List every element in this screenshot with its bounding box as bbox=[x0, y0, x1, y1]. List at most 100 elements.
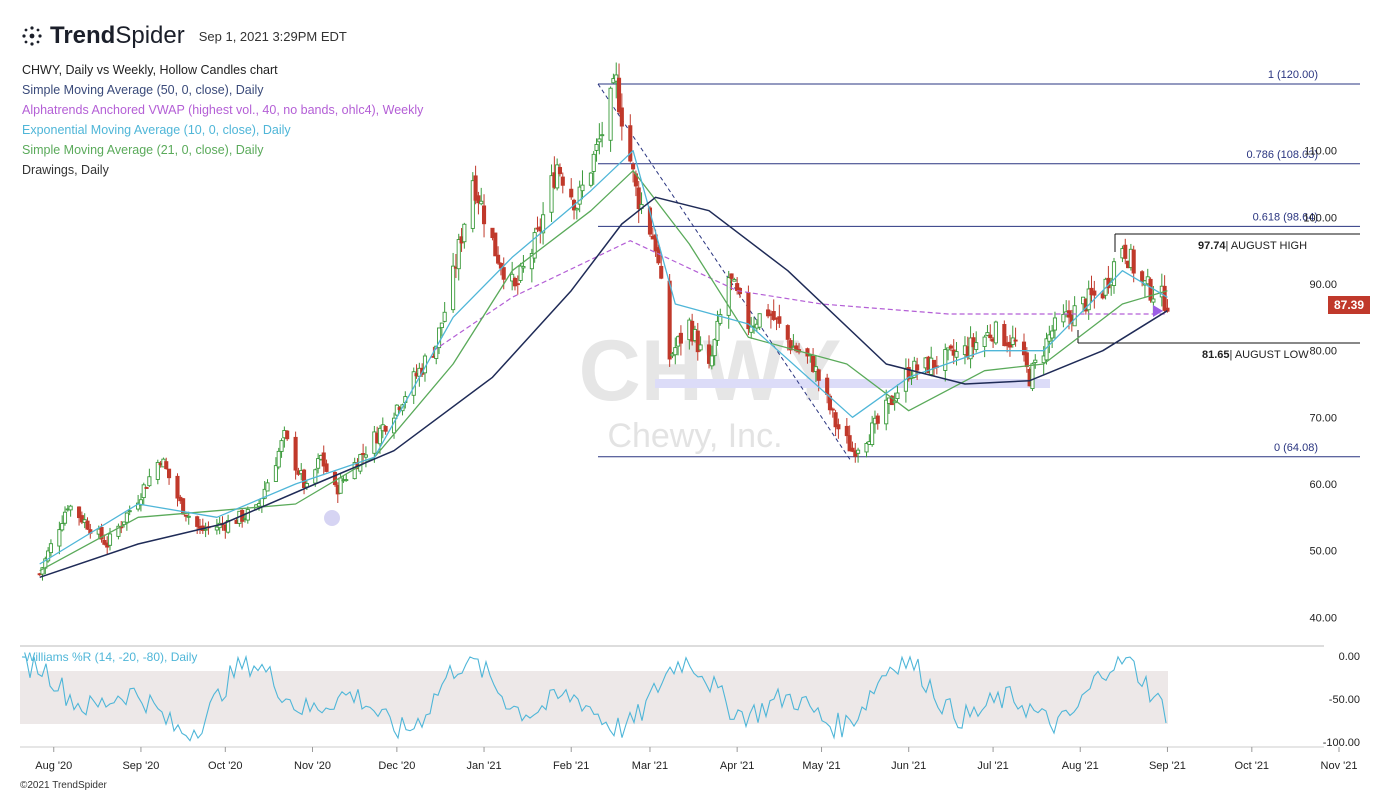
candle-up bbox=[344, 479, 349, 482]
candle-up bbox=[712, 339, 717, 357]
candle-down bbox=[729, 273, 734, 279]
candle-up bbox=[394, 404, 399, 416]
candle-up bbox=[273, 465, 278, 482]
trendspider-logo-icon bbox=[22, 26, 42, 46]
candle-up bbox=[1061, 313, 1066, 323]
candle-up bbox=[1052, 317, 1058, 331]
candle-up bbox=[1033, 359, 1038, 364]
candle-up bbox=[673, 347, 678, 356]
legend-vwap[interactable]: Alphatrends Anchored VWAP (highest vol.,… bbox=[22, 103, 424, 117]
price-tick-label: 110.00 bbox=[1304, 146, 1337, 158]
fibonacci-levels bbox=[598, 83, 1360, 458]
candle-down bbox=[844, 425, 849, 437]
indicator-lines bbox=[39, 150, 1168, 579]
price-tick-label: 60.00 bbox=[1309, 479, 1337, 491]
candle-down bbox=[501, 267, 506, 280]
candle-down bbox=[481, 205, 487, 225]
candle-up bbox=[594, 144, 599, 151]
august-low-text: | AUGUST LOW bbox=[1230, 349, 1310, 361]
price-tick-label: 90.00 bbox=[1309, 279, 1337, 291]
candle-up bbox=[155, 461, 160, 480]
candle-down bbox=[512, 277, 518, 287]
chart-legend: CHWY, Daily vs Weekly, Hollow Candles ch… bbox=[22, 60, 423, 180]
candle-up bbox=[1030, 363, 1035, 390]
candle-down bbox=[619, 107, 624, 127]
candle-down bbox=[915, 364, 920, 371]
candle-down bbox=[659, 265, 664, 279]
price-tick-label: 100.00 bbox=[1303, 212, 1337, 224]
candle-up bbox=[698, 344, 703, 351]
wpr-tick-label: 0.00 bbox=[1339, 651, 1360, 663]
candle-up bbox=[1086, 288, 1091, 311]
candle-down bbox=[830, 408, 835, 411]
candle-down bbox=[647, 207, 653, 235]
time-tick-label: Nov '21 bbox=[1321, 760, 1358, 772]
candle-up bbox=[68, 505, 73, 511]
candle-up bbox=[147, 476, 152, 487]
fib-level-label: 0.786 (108.03) bbox=[1246, 149, 1318, 161]
candle-up bbox=[709, 355, 714, 367]
candle-up bbox=[895, 392, 900, 400]
candle-down bbox=[195, 516, 200, 527]
candle-down bbox=[777, 316, 782, 324]
candle-down bbox=[493, 232, 498, 257]
time-axis: Aug '20 Sep '20 Oct '20 Nov '20 Dec '20 Jan '… bbox=[35, 747, 1357, 772]
candle-up bbox=[946, 347, 951, 351]
candle-up bbox=[577, 186, 582, 205]
ema10-line bbox=[39, 150, 1168, 565]
wpr-title: Williams %R (14, -20, -80), Daily bbox=[24, 650, 197, 664]
candle-up bbox=[954, 351, 959, 358]
candle-down bbox=[889, 395, 894, 406]
legend-chart-title: CHWY, Daily vs Weekly, Hollow Candles ch… bbox=[22, 63, 278, 77]
candle-up bbox=[40, 567, 45, 575]
candle-down bbox=[383, 426, 388, 432]
august-low-value: 81.65 bbox=[1202, 349, 1230, 361]
candle-up bbox=[968, 337, 973, 360]
candle-up bbox=[813, 366, 818, 372]
candle-down bbox=[631, 164, 636, 170]
price-axis: 110.00 100.00 90.00 80.00 70.00 60.00 50.00 40.… bbox=[1303, 146, 1337, 625]
candle-down bbox=[79, 515, 84, 523]
legend-ema10[interactable]: Exponential Moving Average (10, 0, close… bbox=[22, 123, 291, 137]
candle-down bbox=[678, 332, 683, 344]
time-tick-label: Jun '21 bbox=[891, 760, 926, 772]
legend-drawings[interactable]: Drawings, Daily bbox=[22, 163, 109, 177]
candle-down bbox=[175, 475, 180, 499]
candle-down bbox=[1100, 293, 1105, 299]
candle-down bbox=[85, 520, 90, 530]
candle-up bbox=[574, 208, 579, 211]
candle-up bbox=[600, 134, 605, 137]
candle-up bbox=[521, 265, 526, 269]
legend-sma21[interactable]: Simple Moving Average (21, 0, close), Da… bbox=[22, 143, 264, 157]
time-tick-label: Feb '21 bbox=[553, 760, 589, 772]
candle-up bbox=[316, 458, 321, 469]
candle-up bbox=[479, 200, 484, 205]
timestamp: Sep 1, 2021 3:29PM EDT bbox=[198, 28, 347, 44]
legend-sma50[interactable]: Simple Moving Average (50, 0, close), Da… bbox=[22, 83, 264, 97]
vwap-arrow-icon bbox=[1153, 305, 1163, 317]
candle-up bbox=[1072, 305, 1077, 327]
candle-down bbox=[1092, 290, 1097, 296]
candle-up bbox=[608, 87, 613, 141]
candle-up bbox=[279, 440, 284, 452]
candle-down bbox=[766, 309, 771, 317]
wpr-tick-label: -50.00 bbox=[1329, 694, 1360, 706]
candle-up bbox=[46, 550, 51, 562]
sma50-line bbox=[39, 196, 1168, 579]
time-tick-label: Oct '21 bbox=[1235, 760, 1270, 772]
chart-markers bbox=[324, 305, 1163, 526]
candle-down bbox=[77, 506, 82, 519]
candle-down bbox=[1148, 278, 1153, 301]
candle-down bbox=[569, 188, 574, 198]
candle-down bbox=[906, 367, 911, 380]
wpr-line bbox=[21, 654, 1167, 742]
candle-down bbox=[667, 280, 672, 360]
candle-up bbox=[1050, 330, 1055, 339]
candle-down bbox=[102, 539, 107, 545]
candle-down bbox=[1024, 352, 1029, 368]
august-high-label: 97.74| AUGUST HIGH bbox=[1198, 240, 1307, 252]
candle-up bbox=[60, 523, 65, 531]
candle-up bbox=[985, 332, 990, 336]
candle-up bbox=[226, 520, 231, 533]
